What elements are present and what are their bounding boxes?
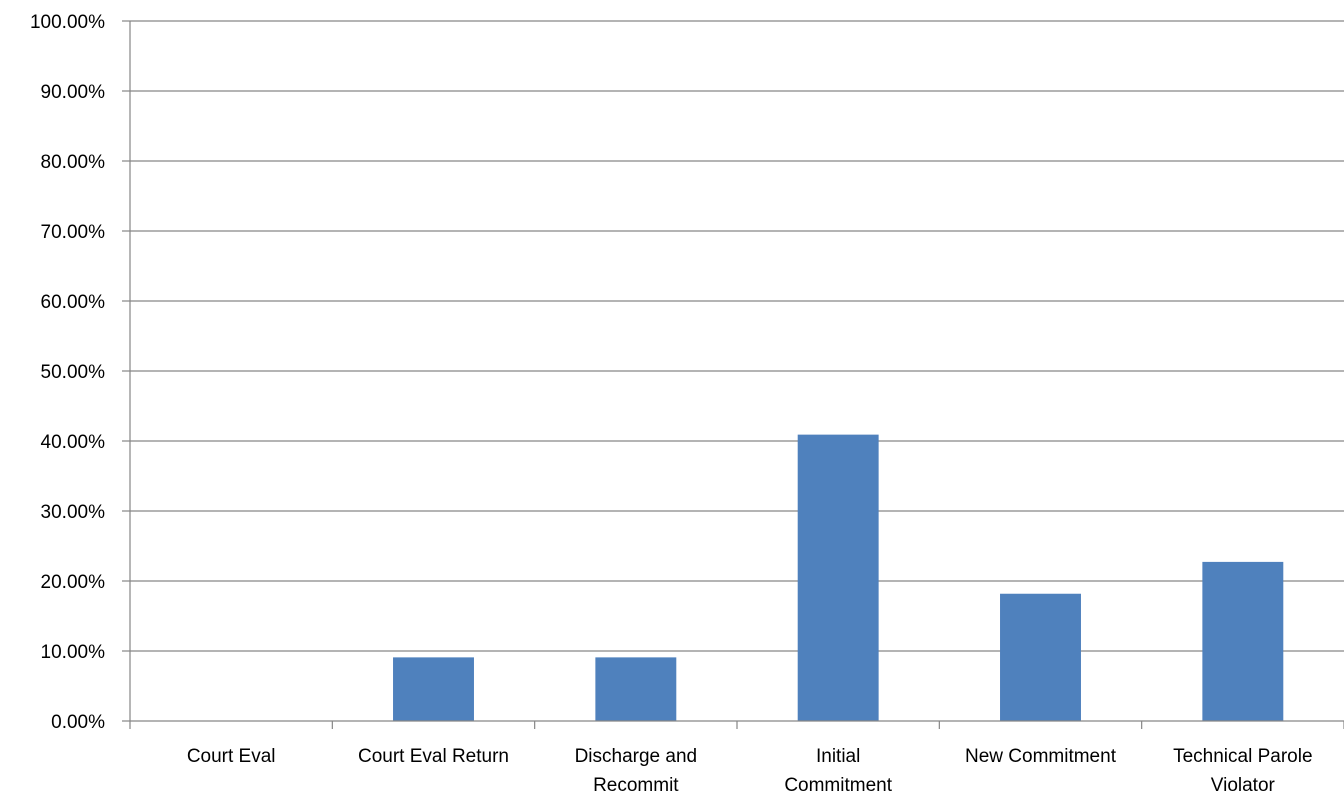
y-tick-label: 20.00% xyxy=(41,572,106,593)
x-category-label: Court Eval Return xyxy=(358,746,509,767)
y-tick-label: 30.00% xyxy=(41,502,106,523)
y-tick-label: 60.00% xyxy=(41,292,106,313)
x-category-label-line: Court Eval Return xyxy=(358,746,509,767)
bars xyxy=(393,434,1284,721)
x-category-label: Technical Parole Violator xyxy=(1173,746,1312,796)
x-category-label: Initial Commitment xyxy=(784,746,892,796)
x-category-label-line: Technical Parole xyxy=(1173,746,1312,767)
y-tick-label: 0.00% xyxy=(51,712,105,733)
y-tick-label: 80.00% xyxy=(41,152,106,173)
y-tick-labels: 0.00% 10.00% 20.00% 30.00% 40.00% 50.00% 60.00… xyxy=(30,12,105,733)
y-tick-label: 10.00% xyxy=(41,642,106,663)
x-category-label-line: New Commitment xyxy=(965,746,1117,767)
x-category-labels: Court Eval Court Eval Return Discharge and… xyxy=(187,746,1313,796)
bar xyxy=(797,434,879,721)
x-category-label-line: Violator xyxy=(1211,775,1276,796)
x-category-label-line: Commitment xyxy=(784,775,892,796)
bar xyxy=(393,657,474,721)
y-tick-label: 100.00% xyxy=(30,12,105,33)
bar xyxy=(1202,561,1284,721)
bar xyxy=(1000,593,1081,721)
x-category-label-line: Court Eval xyxy=(187,746,276,767)
y-tick-label: 70.00% xyxy=(41,222,106,243)
x-category-label-line: Initial xyxy=(816,746,860,767)
y-tick-label: 50.00% xyxy=(41,362,106,383)
axes xyxy=(122,20,1344,729)
x-category-label: Court Eval xyxy=(187,746,276,767)
x-category-label-line: Recommit xyxy=(593,775,679,796)
bar xyxy=(595,657,677,721)
x-category-label-line: Discharge and xyxy=(575,746,698,767)
y-tick-label: 90.00% xyxy=(41,82,106,103)
gridlines xyxy=(130,20,1344,652)
x-category-label: New Commitment xyxy=(965,746,1117,767)
x-category-label: Discharge and Recommit xyxy=(575,746,698,796)
y-tick-label: 40.00% xyxy=(41,432,106,453)
